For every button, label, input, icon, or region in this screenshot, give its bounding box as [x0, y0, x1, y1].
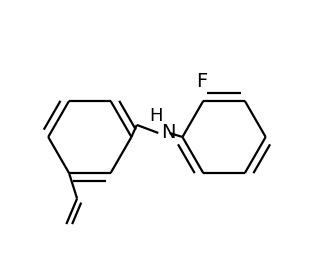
- Text: N: N: [161, 124, 176, 142]
- Text: H: H: [149, 107, 163, 125]
- Text: F: F: [196, 72, 208, 91]
